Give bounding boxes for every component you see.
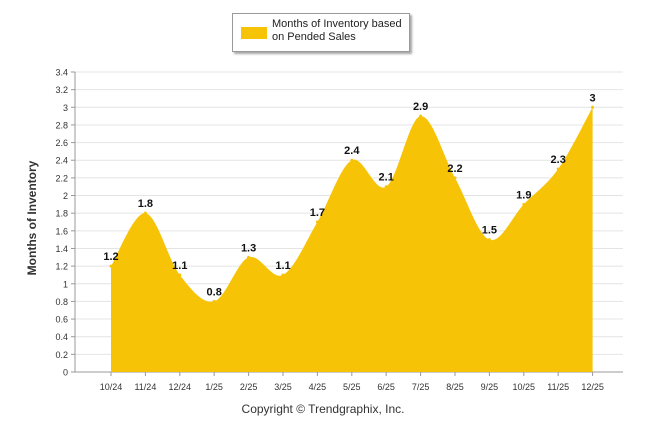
x-tick-label: 8/25 [446, 382, 464, 392]
y-tick-label: 0.4 [55, 332, 68, 342]
y-tick-label: 0 [63, 368, 68, 378]
y-tick-label: 0.8 [55, 297, 68, 307]
x-tick-label: 5/25 [343, 382, 361, 392]
y-tick-label: 1.2 [55, 262, 68, 272]
data-label: 1.7 [310, 207, 325, 219]
data-point [591, 105, 595, 109]
y-tick-label: 1 [63, 279, 68, 289]
data-point [419, 114, 423, 118]
y-tick-label: 3.4 [55, 68, 68, 78]
data-label: 1.5 [482, 225, 497, 237]
data-point [315, 220, 319, 224]
x-tick-label: 4/25 [309, 382, 327, 392]
data-point [109, 264, 113, 268]
x-tick-label: 10/24 [100, 382, 123, 392]
data-point [247, 255, 251, 259]
data-point [522, 202, 526, 206]
x-tick-label: 11/24 [134, 382, 156, 392]
data-point [350, 158, 354, 162]
data-point [384, 185, 388, 189]
y-tick-label: 2.8 [55, 120, 68, 130]
y-tick-label: 2.4 [55, 156, 68, 166]
y-tick-label: 2.2 [55, 173, 68, 183]
y-tick-label: 0.6 [55, 315, 68, 325]
data-point [556, 167, 560, 171]
legend-swatch [241, 27, 267, 39]
data-point [178, 273, 182, 277]
data-point [487, 238, 491, 242]
x-tick-label: 10/25 [513, 382, 536, 392]
data-label: 2.3 [551, 154, 566, 166]
data-label: 1.1 [172, 260, 187, 272]
data-label: 1.3 [241, 242, 256, 254]
x-tick-label: 9/25 [481, 382, 499, 392]
data-label: 2.9 [413, 101, 428, 113]
data-label: 0.8 [207, 286, 222, 298]
y-tick-label: 1.4 [55, 244, 68, 254]
y-tick-label: 1.8 [55, 209, 68, 219]
data-label: 1.1 [275, 260, 290, 272]
x-tick-label: 12/24 [169, 382, 192, 392]
series-area [111, 107, 593, 372]
x-tick-label: 1/25 [205, 382, 223, 392]
y-tick-label: 3 [63, 103, 68, 113]
x-tick-label: 7/25 [412, 382, 430, 392]
y-tick-label: 2.6 [55, 138, 68, 148]
x-tick-label: 11/25 [547, 382, 569, 392]
y-tick-label: 2 [63, 191, 68, 201]
x-tick-label: 6/25 [377, 382, 395, 392]
copyright-footer: Copyright © Trendgraphix, Inc. [241, 402, 405, 416]
data-label: 1.9 [516, 189, 531, 201]
y-axis-title: Months of Inventory [25, 160, 39, 276]
y-tick-label: 0.2 [55, 350, 68, 360]
data-label: 1.8 [138, 198, 153, 210]
y-tick-label: 1.6 [55, 226, 68, 236]
data-label: 2.4 [344, 145, 360, 157]
data-label: 2.2 [447, 163, 462, 175]
data-label: 2.1 [379, 172, 394, 184]
data-label: 1.2 [103, 251, 118, 263]
data-point [212, 299, 216, 303]
legend: Months of Inventory based on Pended Sale… [232, 13, 410, 52]
x-tick-label: 2/25 [240, 382, 258, 392]
legend-label: Months of Inventory based on Pended Sale… [272, 18, 402, 43]
x-tick-label: 3/25 [274, 382, 292, 392]
y-tick-label: 3.2 [55, 85, 68, 95]
data-point [281, 273, 285, 277]
x-tick-label: 12/25 [581, 382, 604, 392]
data-point [453, 176, 457, 180]
data-label: 3 [590, 92, 596, 104]
data-point [143, 211, 147, 215]
